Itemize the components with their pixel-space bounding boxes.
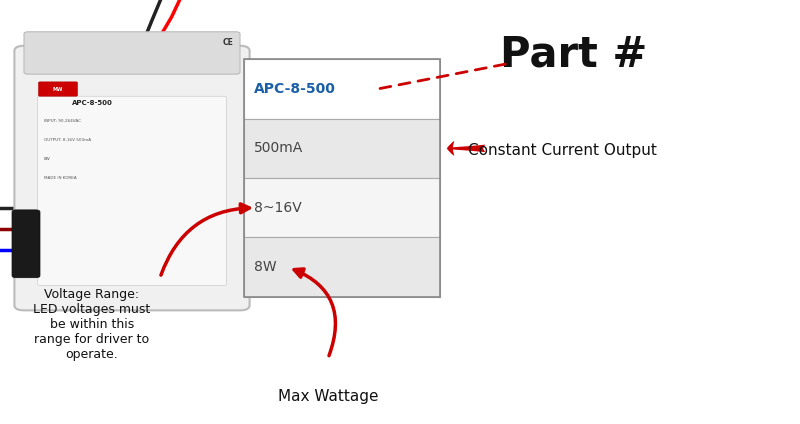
Text: CE: CE bbox=[222, 38, 234, 47]
Text: APC-8-500: APC-8-500 bbox=[254, 82, 335, 96]
Bar bbox=[244, 59, 440, 119]
Text: 500mA: 500mA bbox=[254, 141, 303, 156]
Text: MADE IN KOREA: MADE IN KOREA bbox=[44, 176, 77, 180]
Text: MW: MW bbox=[53, 86, 62, 92]
Bar bbox=[244, 119, 440, 178]
Text: INPUT: 90-264VAC: INPUT: 90-264VAC bbox=[44, 119, 81, 123]
Text: 8~16V: 8~16V bbox=[254, 201, 302, 215]
Bar bbox=[244, 237, 440, 297]
Text: 8W: 8W bbox=[44, 157, 50, 161]
Bar bbox=[244, 59, 440, 297]
FancyBboxPatch shape bbox=[38, 82, 78, 96]
FancyBboxPatch shape bbox=[38, 96, 226, 285]
Text: Part #: Part # bbox=[500, 34, 647, 76]
Text: Constant Current Output: Constant Current Output bbox=[468, 143, 657, 158]
Text: Max Wattage: Max Wattage bbox=[278, 389, 378, 404]
FancyBboxPatch shape bbox=[12, 210, 40, 278]
FancyBboxPatch shape bbox=[24, 32, 240, 74]
FancyBboxPatch shape bbox=[14, 46, 250, 310]
Text: OUTPUT: 8-16V 500mA: OUTPUT: 8-16V 500mA bbox=[44, 138, 91, 142]
Text: 8W: 8W bbox=[254, 260, 276, 274]
Text: Voltage Range:
LED voltages must
be within this
range for driver to
operate.: Voltage Range: LED voltages must be with… bbox=[34, 288, 150, 361]
Bar bbox=[244, 178, 440, 237]
Text: APC-8-500: APC-8-500 bbox=[72, 100, 113, 106]
